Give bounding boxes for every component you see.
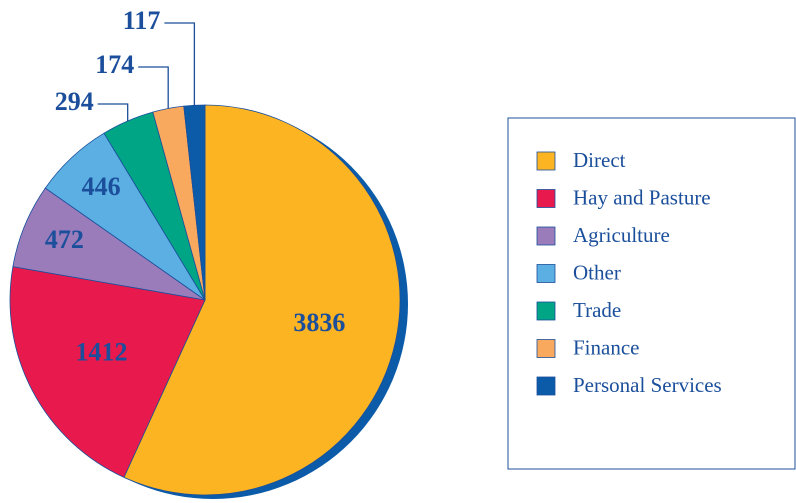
pie-slice (9, 266, 206, 478)
data-label: 3836 (293, 308, 345, 337)
legend-label: Trade (573, 298, 621, 322)
leader-line (97, 103, 129, 121)
legend-label: Personal Services (573, 373, 722, 397)
legend-label: Finance (573, 335, 639, 359)
legend-box (507, 117, 796, 470)
pie-slice (123, 104, 401, 496)
legend-swatch (536, 301, 556, 321)
data-label: 174 (95, 50, 134, 79)
legend-swatch (536, 151, 556, 171)
data-label: 117 (123, 6, 161, 35)
data-label: 472 (45, 225, 84, 254)
legend-label: Agriculture (573, 223, 670, 247)
data-label: 294 (55, 87, 94, 116)
legend-swatch (536, 264, 556, 283)
data-label: 1412 (76, 338, 128, 367)
legend-swatch (536, 376, 556, 396)
legend-label: Hay and Pasture (573, 185, 711, 209)
legend-swatch (536, 226, 556, 246)
pie-slice (183, 104, 206, 301)
legend-label: Other (573, 260, 621, 284)
leader-line (138, 66, 169, 109)
legend-label: Direct (573, 148, 626, 172)
leader-line (164, 22, 196, 106)
data-label: 446 (82, 172, 121, 201)
legend-swatch (536, 339, 556, 358)
legend-swatch (536, 189, 556, 208)
